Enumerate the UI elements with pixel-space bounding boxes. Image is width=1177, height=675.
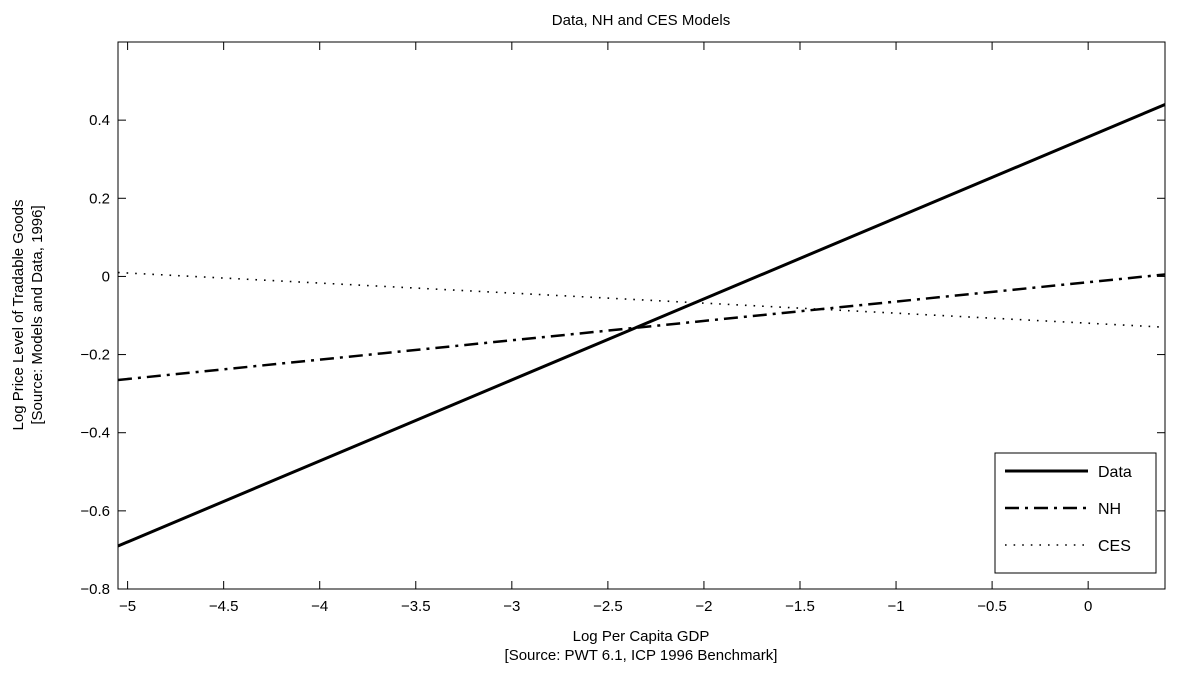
x-tick-label: −5 bbox=[119, 598, 136, 615]
x-axis-source-label: [Source: PWT 6.1, ICP 1996 Benchmark] bbox=[505, 647, 778, 664]
y-axis: −0.8 −0.6 −0.4 −0.2 0 0.2 0.4 bbox=[80, 112, 1165, 598]
series-line-nh bbox=[117, 273, 1166, 382]
legend-label-ces: CES bbox=[1098, 538, 1131, 555]
series-layer bbox=[117, 103, 1166, 548]
plot-area bbox=[117, 41, 1166, 590]
x-axis-label: Log Per Capita GDP bbox=[573, 628, 710, 645]
y-tick-label: −0.8 bbox=[80, 581, 110, 598]
x-tick-label: −4 bbox=[311, 598, 328, 615]
legend-box bbox=[994, 452, 1157, 574]
y-tick-label: −0.2 bbox=[80, 347, 110, 364]
y-tick-label: 0.4 bbox=[89, 112, 110, 129]
legend: Data NH CES bbox=[994, 452, 1157, 574]
legend-label-data: Data bbox=[1098, 464, 1132, 481]
y-tick-label: 0 bbox=[102, 268, 110, 285]
x-tick-label: −1.5 bbox=[785, 598, 815, 615]
x-tick-label: −0.5 bbox=[977, 598, 1007, 615]
y-tick-label: 0.2 bbox=[89, 190, 110, 207]
x-tick-label: −2 bbox=[695, 598, 712, 615]
x-axis: −5 −4.5 −4 −3.5 −3 −2.5 −2 −1.5 −1 −0.5 0 bbox=[119, 42, 1092, 615]
y-tick-label: −0.6 bbox=[80, 503, 110, 520]
y-axis-source-label: [Source: Models and Data, 1996] bbox=[29, 205, 46, 424]
series-line-data bbox=[117, 103, 1166, 548]
y-tick-label: −0.4 bbox=[80, 425, 110, 442]
x-tick-label: 0 bbox=[1084, 598, 1092, 615]
y-axis-label: Log Price Level of Tradable Goods bbox=[10, 200, 27, 431]
x-tick-label: −3.5 bbox=[401, 598, 431, 615]
chart-title: Data, NH and CES Models bbox=[552, 12, 730, 29]
x-tick-label: −4.5 bbox=[209, 598, 239, 615]
legend-label-nh: NH bbox=[1098, 501, 1121, 518]
x-tick-label: −3 bbox=[503, 598, 520, 615]
x-tick-label: −2.5 bbox=[593, 598, 623, 615]
x-tick-label: −1 bbox=[887, 598, 904, 615]
